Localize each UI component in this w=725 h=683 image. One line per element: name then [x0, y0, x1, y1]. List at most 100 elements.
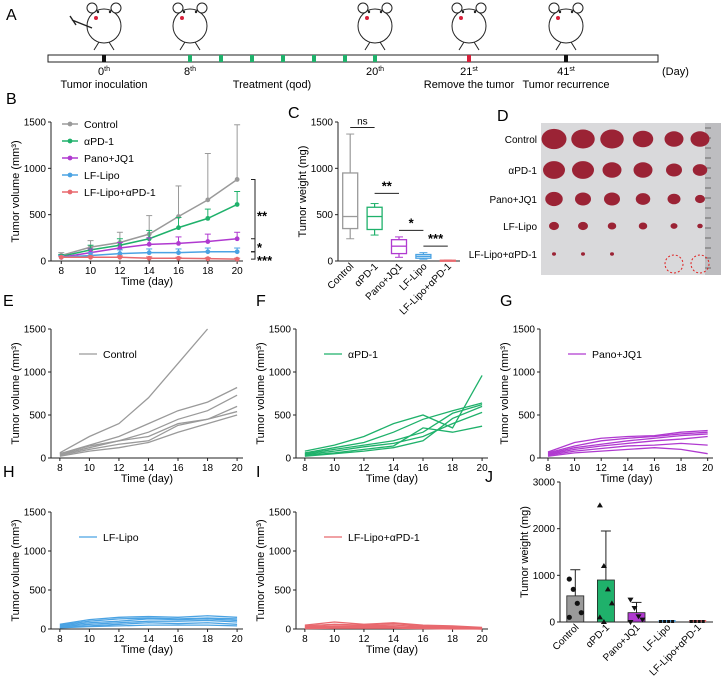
y-axis-label: Tumor volume (mm³) — [255, 519, 267, 621]
tumor-specimen — [638, 222, 648, 230]
box — [342, 172, 359, 230]
data-point — [693, 620, 697, 623]
timeline-bar — [47, 54, 659, 63]
data-point — [146, 250, 152, 256]
y-tick-label: 1000 — [24, 164, 47, 175]
tumor-specimen — [572, 161, 594, 179]
x-tick-label: 18 — [202, 266, 214, 277]
x-tick-label: 10 — [329, 463, 341, 474]
panel-label-b: B — [6, 91, 17, 108]
x-tick-label: 8 — [545, 463, 551, 474]
panel-label-j: J — [485, 469, 493, 486]
x-tick-label: 8 — [58, 266, 64, 277]
data-point — [176, 250, 181, 256]
data-point — [697, 620, 701, 623]
sig-label: ns — [357, 117, 368, 128]
sig-label: *** — [257, 253, 273, 268]
tumor-specimen — [667, 193, 681, 205]
legend-marker — [67, 155, 73, 161]
individual-mouse-line — [59, 394, 238, 456]
y-tick-label: 1000 — [24, 368, 47, 379]
chart-g-panojq1-individual: 0 500 1000 1500 8 10 12 14 16 18 20 Time (day) Tumor… — [499, 325, 714, 486]
mouse-ear — [110, 2, 122, 14]
individual-mouse-line — [304, 375, 483, 452]
timeline-day-label: 41st — [557, 66, 575, 78]
panel-label-h: H — [3, 464, 15, 481]
panel-label-e: E — [3, 293, 14, 310]
y-tick-label: 1000 — [269, 547, 292, 558]
y-tick-label: 1500 — [24, 325, 47, 336]
mouse-feet — [179, 41, 201, 51]
mouse-ear — [381, 2, 393, 14]
y-tick-label: 0 — [40, 257, 46, 268]
y-tick-label: 500 — [518, 411, 535, 422]
mouse-ear — [196, 2, 208, 14]
y-tick-label: 0 — [40, 625, 46, 636]
x-tick-label: 8 — [57, 634, 63, 645]
mouse-body — [357, 8, 393, 44]
treatment-tick — [281, 55, 285, 62]
data-point — [600, 563, 607, 568]
individual-mouse-line — [304, 624, 483, 630]
x-tick-label: 12 — [596, 463, 608, 474]
x-tick-label: 10 — [84, 634, 96, 645]
data-point — [627, 597, 634, 603]
x-tick-label: 12 — [358, 634, 370, 645]
panel-label-d: D — [497, 108, 509, 125]
photo-row-label: Pano+JQ1 — [489, 195, 537, 206]
mouse-eye — [108, 10, 112, 14]
mouse-ear — [172, 2, 184, 14]
panel-label-g: G — [500, 293, 512, 310]
data-point — [701, 620, 705, 623]
x-tick-label: 20 — [232, 463, 244, 474]
tumor-dot — [94, 16, 98, 20]
x-tick-label: 16 — [417, 634, 429, 645]
data-point — [627, 620, 634, 625]
x-tick-label: 12 — [113, 463, 125, 474]
y-axis-label: Tumor volume (mm³) — [255, 342, 267, 444]
photo-row-label: αPD-1 — [508, 166, 537, 177]
mouse-ear — [572, 2, 584, 14]
x-tick-label: 20 — [477, 634, 489, 645]
individual-mouse-line — [304, 425, 483, 457]
y-axis-label: Tumor volume (mm³) — [10, 519, 22, 621]
individual-mouse-line — [304, 402, 483, 454]
tumor-dot — [556, 16, 560, 20]
tumor-specimen — [690, 131, 710, 147]
mouse-eye — [473, 10, 477, 14]
y-axis-label: Tumor volume (mm³) — [10, 140, 22, 242]
sig-label: *** — [428, 231, 444, 246]
mouse-eye — [182, 10, 186, 14]
data-point — [234, 202, 240, 207]
data-point — [234, 236, 240, 242]
x-tick-label: 18 — [447, 634, 459, 645]
y-tick-label: 1000 — [533, 571, 556, 582]
timeline-event-label: Tumor inoculation — [60, 79, 147, 91]
tumor-specimen — [541, 128, 567, 150]
individual-mouse-line — [304, 622, 483, 629]
x-tick-label: 20 — [702, 463, 714, 474]
data-point — [176, 240, 181, 246]
panel-label-c: C — [288, 105, 300, 122]
legend-marker — [67, 138, 73, 144]
data-point — [604, 586, 611, 592]
x-category-label: αPD-1 — [584, 622, 612, 650]
mouse-eye — [367, 10, 371, 14]
data-point — [58, 254, 64, 260]
individual-mouse-line — [547, 447, 708, 457]
mouse-icon — [451, 2, 487, 51]
x-tick-label: 16 — [172, 463, 184, 474]
individual-mouse-line — [59, 405, 238, 455]
x-tick-label: 16 — [172, 634, 184, 645]
x-tick-label: 14 — [143, 634, 155, 645]
x-tick-label: 16 — [417, 463, 429, 474]
mouse-ear — [548, 2, 560, 14]
tumor-specimen — [607, 222, 617, 230]
tumor-specimen — [692, 164, 708, 176]
mouse-ear — [451, 2, 463, 14]
tumor-specimen — [670, 223, 678, 229]
syringe-icon — [69, 15, 93, 29]
data-point — [663, 620, 667, 623]
data-point — [689, 620, 693, 623]
legend-label: Pano+JQ1 — [592, 349, 642, 361]
